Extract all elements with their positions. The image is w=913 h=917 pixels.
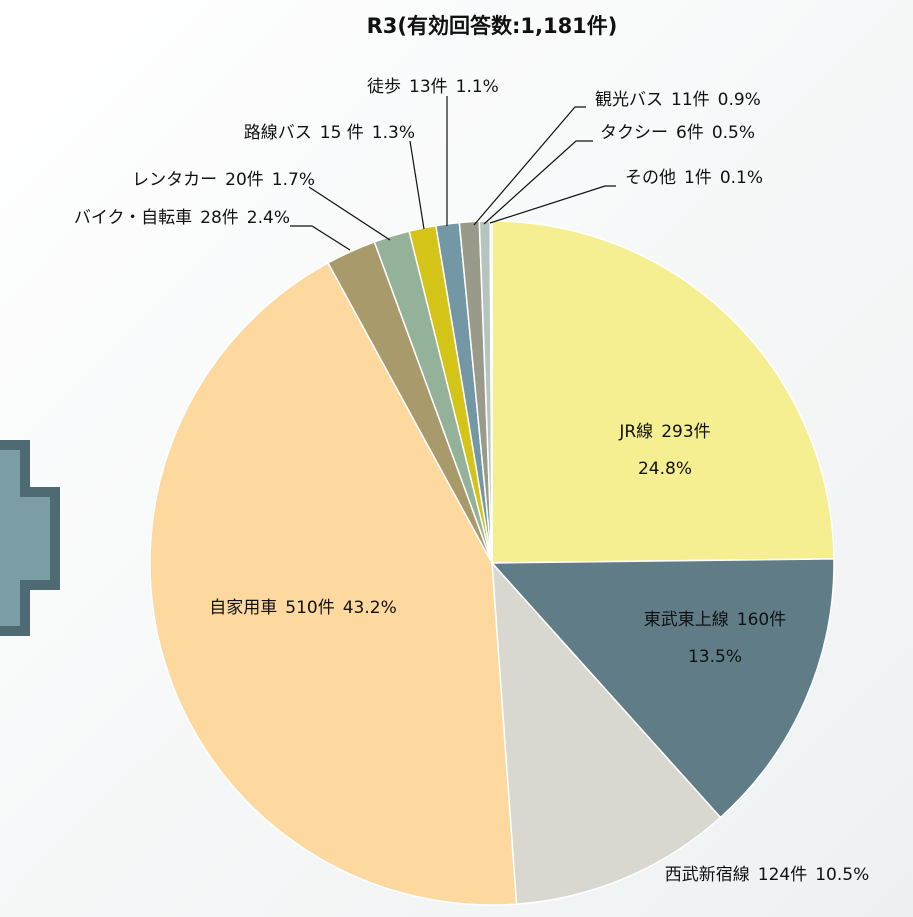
label-percent: 0.9% xyxy=(718,90,761,110)
label-percent: 1.1% xyxy=(456,77,499,97)
data-label: レンタカー 20件 1.7% xyxy=(132,170,315,190)
label-count: 293件 xyxy=(661,422,710,442)
label-category: 自家用車 xyxy=(209,598,277,618)
label-count: 15 件 xyxy=(320,123,364,143)
leader-line xyxy=(409,140,425,230)
leader-line xyxy=(489,185,616,224)
data-label: 西武新宿線 124件 10.5% xyxy=(665,865,869,885)
label-percent: 10.5% xyxy=(815,865,869,885)
pie-slice xyxy=(149,261,518,906)
label-count: 6件 xyxy=(676,123,704,143)
label-percent: 24.8% xyxy=(638,459,692,479)
data-label: タクシー 6件 0.5% xyxy=(600,123,755,143)
data-label: JR線 293件 24.8% xyxy=(618,422,710,479)
label-percent: 13.5% xyxy=(688,647,742,667)
label-count: 160件 xyxy=(737,610,786,630)
label-count: 20件 xyxy=(225,170,264,190)
label-percent: 1.7% xyxy=(272,170,315,190)
chart-title: R3(有効回答数:1,181件) xyxy=(367,14,618,38)
leader-line xyxy=(290,225,351,251)
arrow-decoration-inner xyxy=(0,450,50,626)
label-count: 124件 xyxy=(758,865,807,885)
label-count: 510件 xyxy=(285,598,334,618)
data-label: 自家用車 510件 43.2% xyxy=(209,598,396,618)
data-label: その他 1件 0.1% xyxy=(625,168,763,188)
label-percent: 0.1% xyxy=(720,168,763,188)
label-percent: 43.2% xyxy=(343,598,397,618)
data-label: 徒歩 13件 1.1% xyxy=(367,77,499,97)
label-category: 観光バス xyxy=(595,90,663,110)
label-category: タクシー xyxy=(600,123,668,143)
label-category: JR線 xyxy=(618,422,653,442)
label-percent: 2.4% xyxy=(247,208,290,228)
label-count: 11件 xyxy=(671,90,710,110)
label-count: 1件 xyxy=(684,168,712,188)
label-category: 路線バス xyxy=(244,123,312,143)
leader-line xyxy=(473,106,586,226)
label-category: 西武新宿線 xyxy=(665,865,750,885)
label-category: その他 xyxy=(625,168,676,188)
label-category: 徒歩 xyxy=(367,77,401,97)
pie-slice xyxy=(490,558,835,819)
label-category: 東武東上線 xyxy=(644,610,729,630)
label-percent: 1.3% xyxy=(372,123,415,143)
label-count: 13件 xyxy=(409,77,448,97)
pie-slice xyxy=(491,560,722,905)
label-count: 28件 xyxy=(200,208,239,228)
data-label: 路線バス 15 件 1.3% xyxy=(244,123,415,143)
leader-line xyxy=(308,186,391,241)
label-category: バイク・自転車 xyxy=(74,208,192,228)
label-category: レンタカー xyxy=(132,170,217,190)
pie-slice xyxy=(491,220,835,564)
data-label: バイク・自転車 28件 2.4% xyxy=(74,208,290,228)
label-percent: 0.5% xyxy=(712,123,755,143)
data-label: 観光バス 11件 0.9% xyxy=(595,90,761,110)
leader-line xyxy=(483,140,593,225)
data-label: 東武東上線 160件 13.5% xyxy=(644,610,786,667)
pie-slice xyxy=(489,220,493,564)
